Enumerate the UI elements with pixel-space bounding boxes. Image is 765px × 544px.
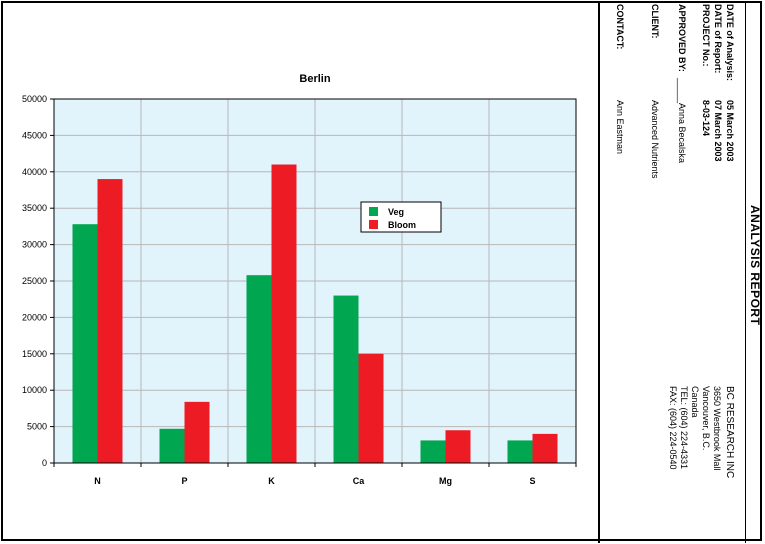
bar-chart: 0 5000 10000 15000 20000 25000 30000 35000 40000…: [22, 73, 577, 486]
company-address-2: Vancouver, B.C.: [701, 386, 711, 451]
x-tick-label: N: [94, 476, 101, 486]
date-report-label: DATE of Report:: [713, 4, 723, 74]
bar-veg-n: [72, 224, 98, 463]
company-country: Canada: [690, 386, 700, 418]
y-tick-label: 15000: [22, 349, 47, 359]
contact-label: CONTACT:: [615, 4, 625, 50]
bar-veg-ca: [333, 295, 359, 463]
date-analysis-value: 05 March 2003: [725, 100, 735, 162]
report-title: ANALYSIS REPORT: [748, 205, 762, 326]
x-tick-label: S: [529, 476, 535, 486]
project-value: 8-03-124: [701, 100, 711, 137]
bar-veg-mg: [420, 440, 446, 463]
x-tick-label: K: [268, 476, 275, 486]
chart-panel-divider: [598, 1, 600, 543]
approved-value: _____Anna Becalska: [677, 78, 687, 164]
legend-label-veg: Veg: [388, 207, 404, 217]
y-tick-label: 0: [42, 458, 47, 468]
y-tick-label: 50000: [22, 94, 47, 104]
bar-veg-s: [507, 440, 533, 463]
y-tick-label: 35000: [22, 203, 47, 213]
approved-label: APPROVED BY:: [677, 4, 687, 72]
chart-title: Berlin: [299, 73, 330, 85]
x-tick-label: P: [181, 476, 187, 486]
bar-veg-k: [246, 275, 272, 463]
client-value: Advanced Nutrients: [650, 100, 660, 179]
legend-swatch-bloom: [369, 220, 378, 229]
date-report-value: 07 March 2003: [713, 100, 723, 162]
bar-veg-p: [159, 428, 185, 463]
x-tick-label: Ca: [353, 476, 365, 486]
company-name: BC RESEARCH INC: [724, 386, 735, 479]
company-fax: FAX: (604) 224-0540: [668, 386, 678, 470]
date-analysis-label: DATE of Analysis:: [725, 4, 735, 82]
y-tick-label: 25000: [22, 276, 47, 286]
bar-bloom-p: [184, 401, 210, 463]
bar-bloom-s: [532, 433, 558, 463]
contact-value: Ann Eastman: [615, 100, 625, 155]
bar-bloom-n: [97, 179, 123, 463]
y-tick-label: 30000: [22, 240, 47, 250]
project-label: PROJECT No.:: [701, 4, 711, 67]
y-tick-label: 40000: [22, 167, 47, 177]
bar-bloom-mg: [445, 430, 471, 463]
client-label: CLIENT:: [650, 4, 660, 39]
title-strip-divider: [745, 1, 746, 543]
company-tel: TEL: (604) 224-4331: [679, 386, 689, 470]
legend-swatch-veg: [369, 207, 378, 216]
y-tick-label: 5000: [27, 422, 47, 432]
y-tick-label: 20000: [22, 312, 47, 322]
y-tick-label: 45000: [22, 130, 47, 140]
x-tick-label: Mg: [439, 476, 452, 486]
y-tick-label: 10000: [22, 385, 47, 395]
bar-bloom-ca: [358, 353, 384, 463]
company-address-1: 3650 Westbrook Mall: [712, 386, 722, 471]
legend-label-bloom: Bloom: [388, 220, 416, 230]
bar-bloom-k: [271, 164, 297, 463]
